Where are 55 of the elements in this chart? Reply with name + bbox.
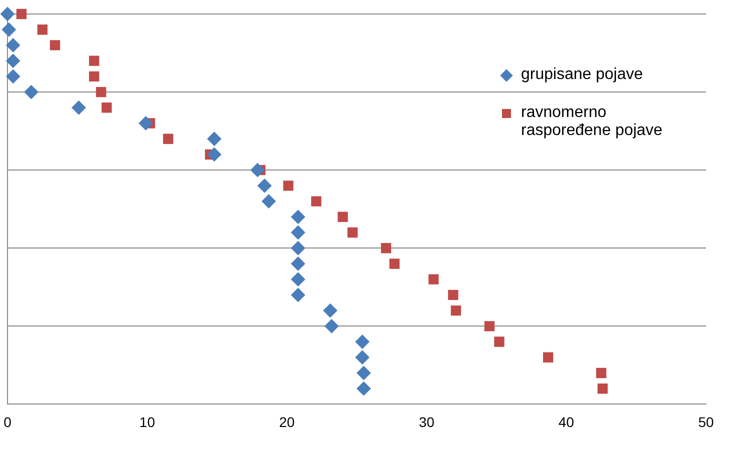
x-tick-label: 50 <box>698 414 714 430</box>
x-tick-label: 40 <box>558 414 574 430</box>
point <box>262 194 276 208</box>
point <box>356 382 371 396</box>
point <box>428 274 439 284</box>
point <box>50 40 60 50</box>
point <box>89 56 100 66</box>
point <box>291 226 306 240</box>
point <box>24 85 38 100</box>
point <box>6 69 20 84</box>
point <box>291 272 306 286</box>
point <box>347 227 358 238</box>
point <box>311 196 322 206</box>
point <box>291 241 306 256</box>
point <box>380 243 392 254</box>
point <box>2 22 16 37</box>
x-tick-label: 0 <box>4 414 12 430</box>
point <box>16 8 27 20</box>
point <box>291 256 306 271</box>
point <box>450 305 462 316</box>
legend-label: ravnomerno raspoređene pojave <box>521 104 664 140</box>
point <box>6 54 20 68</box>
point <box>250 163 265 178</box>
point <box>448 290 458 300</box>
point <box>291 210 306 224</box>
point <box>598 383 608 394</box>
point <box>163 134 174 144</box>
point <box>72 100 86 115</box>
legend-label: grupisane pojave <box>521 66 643 84</box>
point <box>102 102 112 113</box>
point <box>324 319 339 334</box>
point <box>89 71 100 82</box>
point <box>291 288 306 302</box>
point <box>494 336 504 347</box>
x-tick-label: 20 <box>279 414 295 430</box>
point <box>543 352 554 362</box>
point <box>356 366 371 380</box>
point <box>207 132 222 146</box>
point <box>138 116 153 130</box>
point <box>338 212 348 222</box>
point <box>389 258 400 269</box>
point <box>596 368 606 378</box>
point <box>355 350 370 364</box>
point <box>37 24 48 35</box>
point <box>355 334 370 349</box>
point <box>207 147 222 162</box>
point <box>96 86 106 98</box>
point <box>258 178 272 193</box>
point <box>283 180 294 191</box>
point <box>0 7 14 21</box>
x-tick-label: 30 <box>418 414 435 430</box>
point <box>484 321 495 332</box>
point <box>323 304 338 318</box>
x-tick-label: 10 <box>139 414 156 430</box>
point <box>6 38 20 52</box>
